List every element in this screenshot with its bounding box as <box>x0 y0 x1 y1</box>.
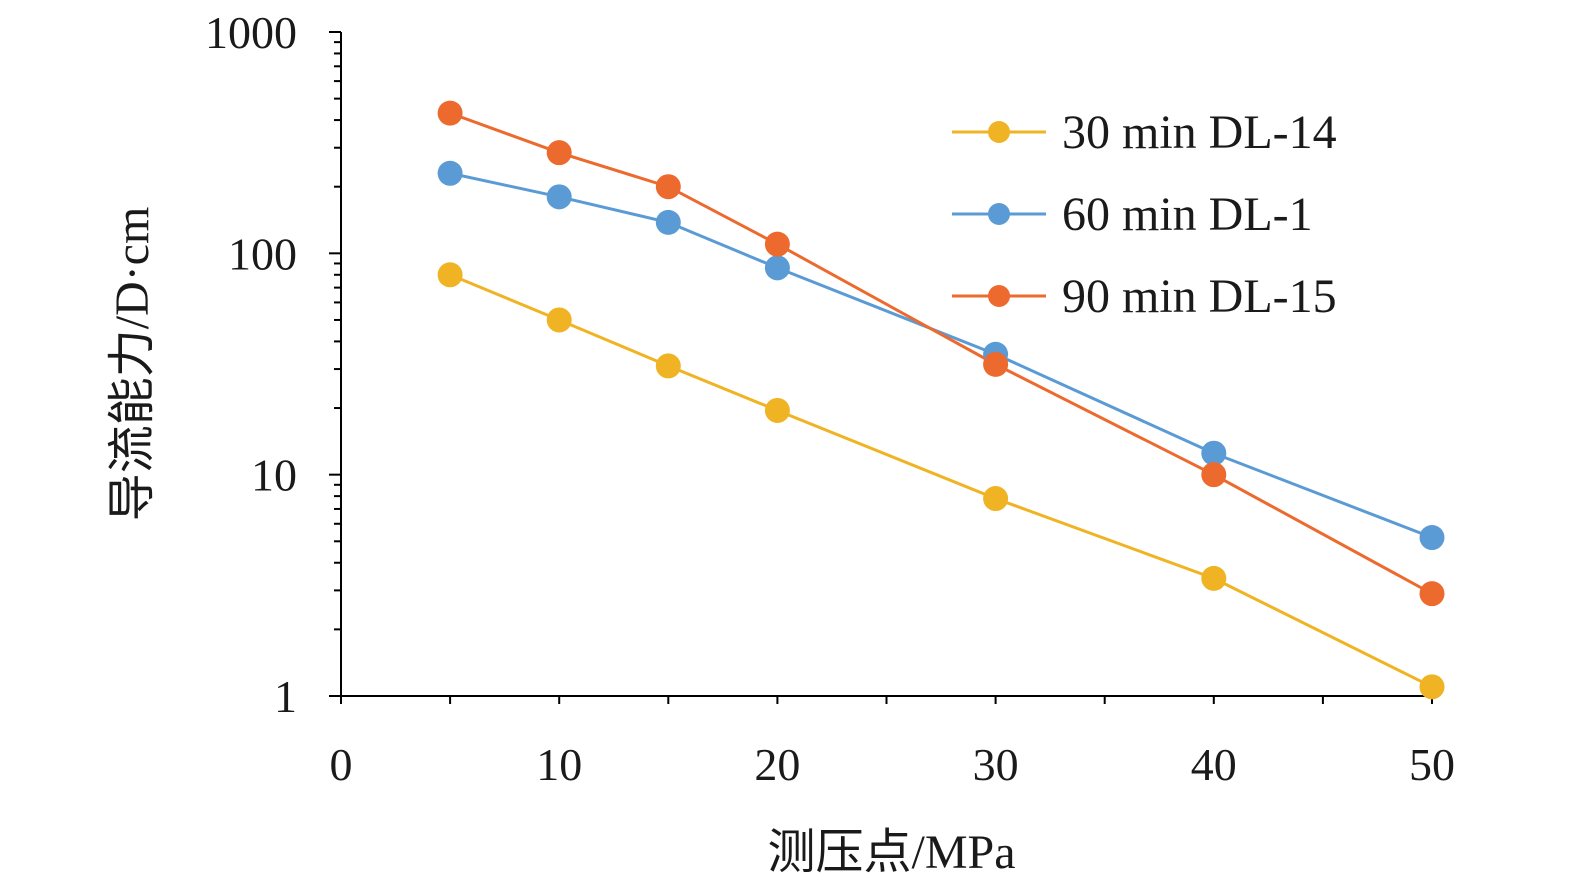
ticks: 0 10 20 30 40 50 1 10 100 1000 <box>205 7 1455 790</box>
data-point <box>437 160 463 186</box>
y-tick-label: 1000 <box>205 7 297 58</box>
legend-marker <box>988 203 1010 225</box>
data-point <box>655 174 681 200</box>
y-tick-label: 1 <box>274 671 297 722</box>
legend-marker <box>988 285 1010 307</box>
x-tick-label: 10 <box>536 739 582 790</box>
legend-label: 60 min DL-1 <box>1062 188 1313 241</box>
data-point <box>546 307 572 333</box>
data-point <box>655 353 681 379</box>
series-markers <box>437 100 1445 700</box>
x-axis-title: 测压点/MPa <box>767 826 1015 879</box>
x-tick-label: 30 <box>973 739 1019 790</box>
data-point <box>437 100 463 126</box>
data-point <box>764 231 790 257</box>
data-point <box>764 397 790 423</box>
data-point <box>983 351 1009 377</box>
data-point <box>983 486 1009 512</box>
data-point <box>1201 462 1227 488</box>
data-point <box>1419 674 1445 700</box>
data-point <box>1201 440 1227 466</box>
data-point <box>1201 565 1227 591</box>
data-point <box>546 140 572 166</box>
x-tick-label: 40 <box>1191 739 1237 790</box>
data-point <box>546 184 572 210</box>
data-point <box>437 262 463 288</box>
y-tick-label: 10 <box>251 450 297 501</box>
y-axis-title: 导流能力/D·cm <box>106 207 159 522</box>
legend-marker <box>988 121 1010 143</box>
data-point <box>1419 525 1445 551</box>
x-tick-label: 50 <box>1409 739 1455 790</box>
legend-label: 30 min DL-14 <box>1062 106 1337 159</box>
data-point <box>655 209 681 235</box>
legend-label: 90 min DL-15 <box>1062 270 1337 323</box>
y-tick-label: 100 <box>228 228 297 279</box>
series-line-3 <box>449 111 1433 595</box>
data-point <box>764 255 790 281</box>
x-tick-label: 20 <box>754 739 800 790</box>
legend: 30 min DL-14 60 min DL-1 90 min DL-15 <box>952 106 1337 323</box>
x-tick-label: 0 <box>330 739 353 790</box>
data-point <box>1419 581 1445 607</box>
